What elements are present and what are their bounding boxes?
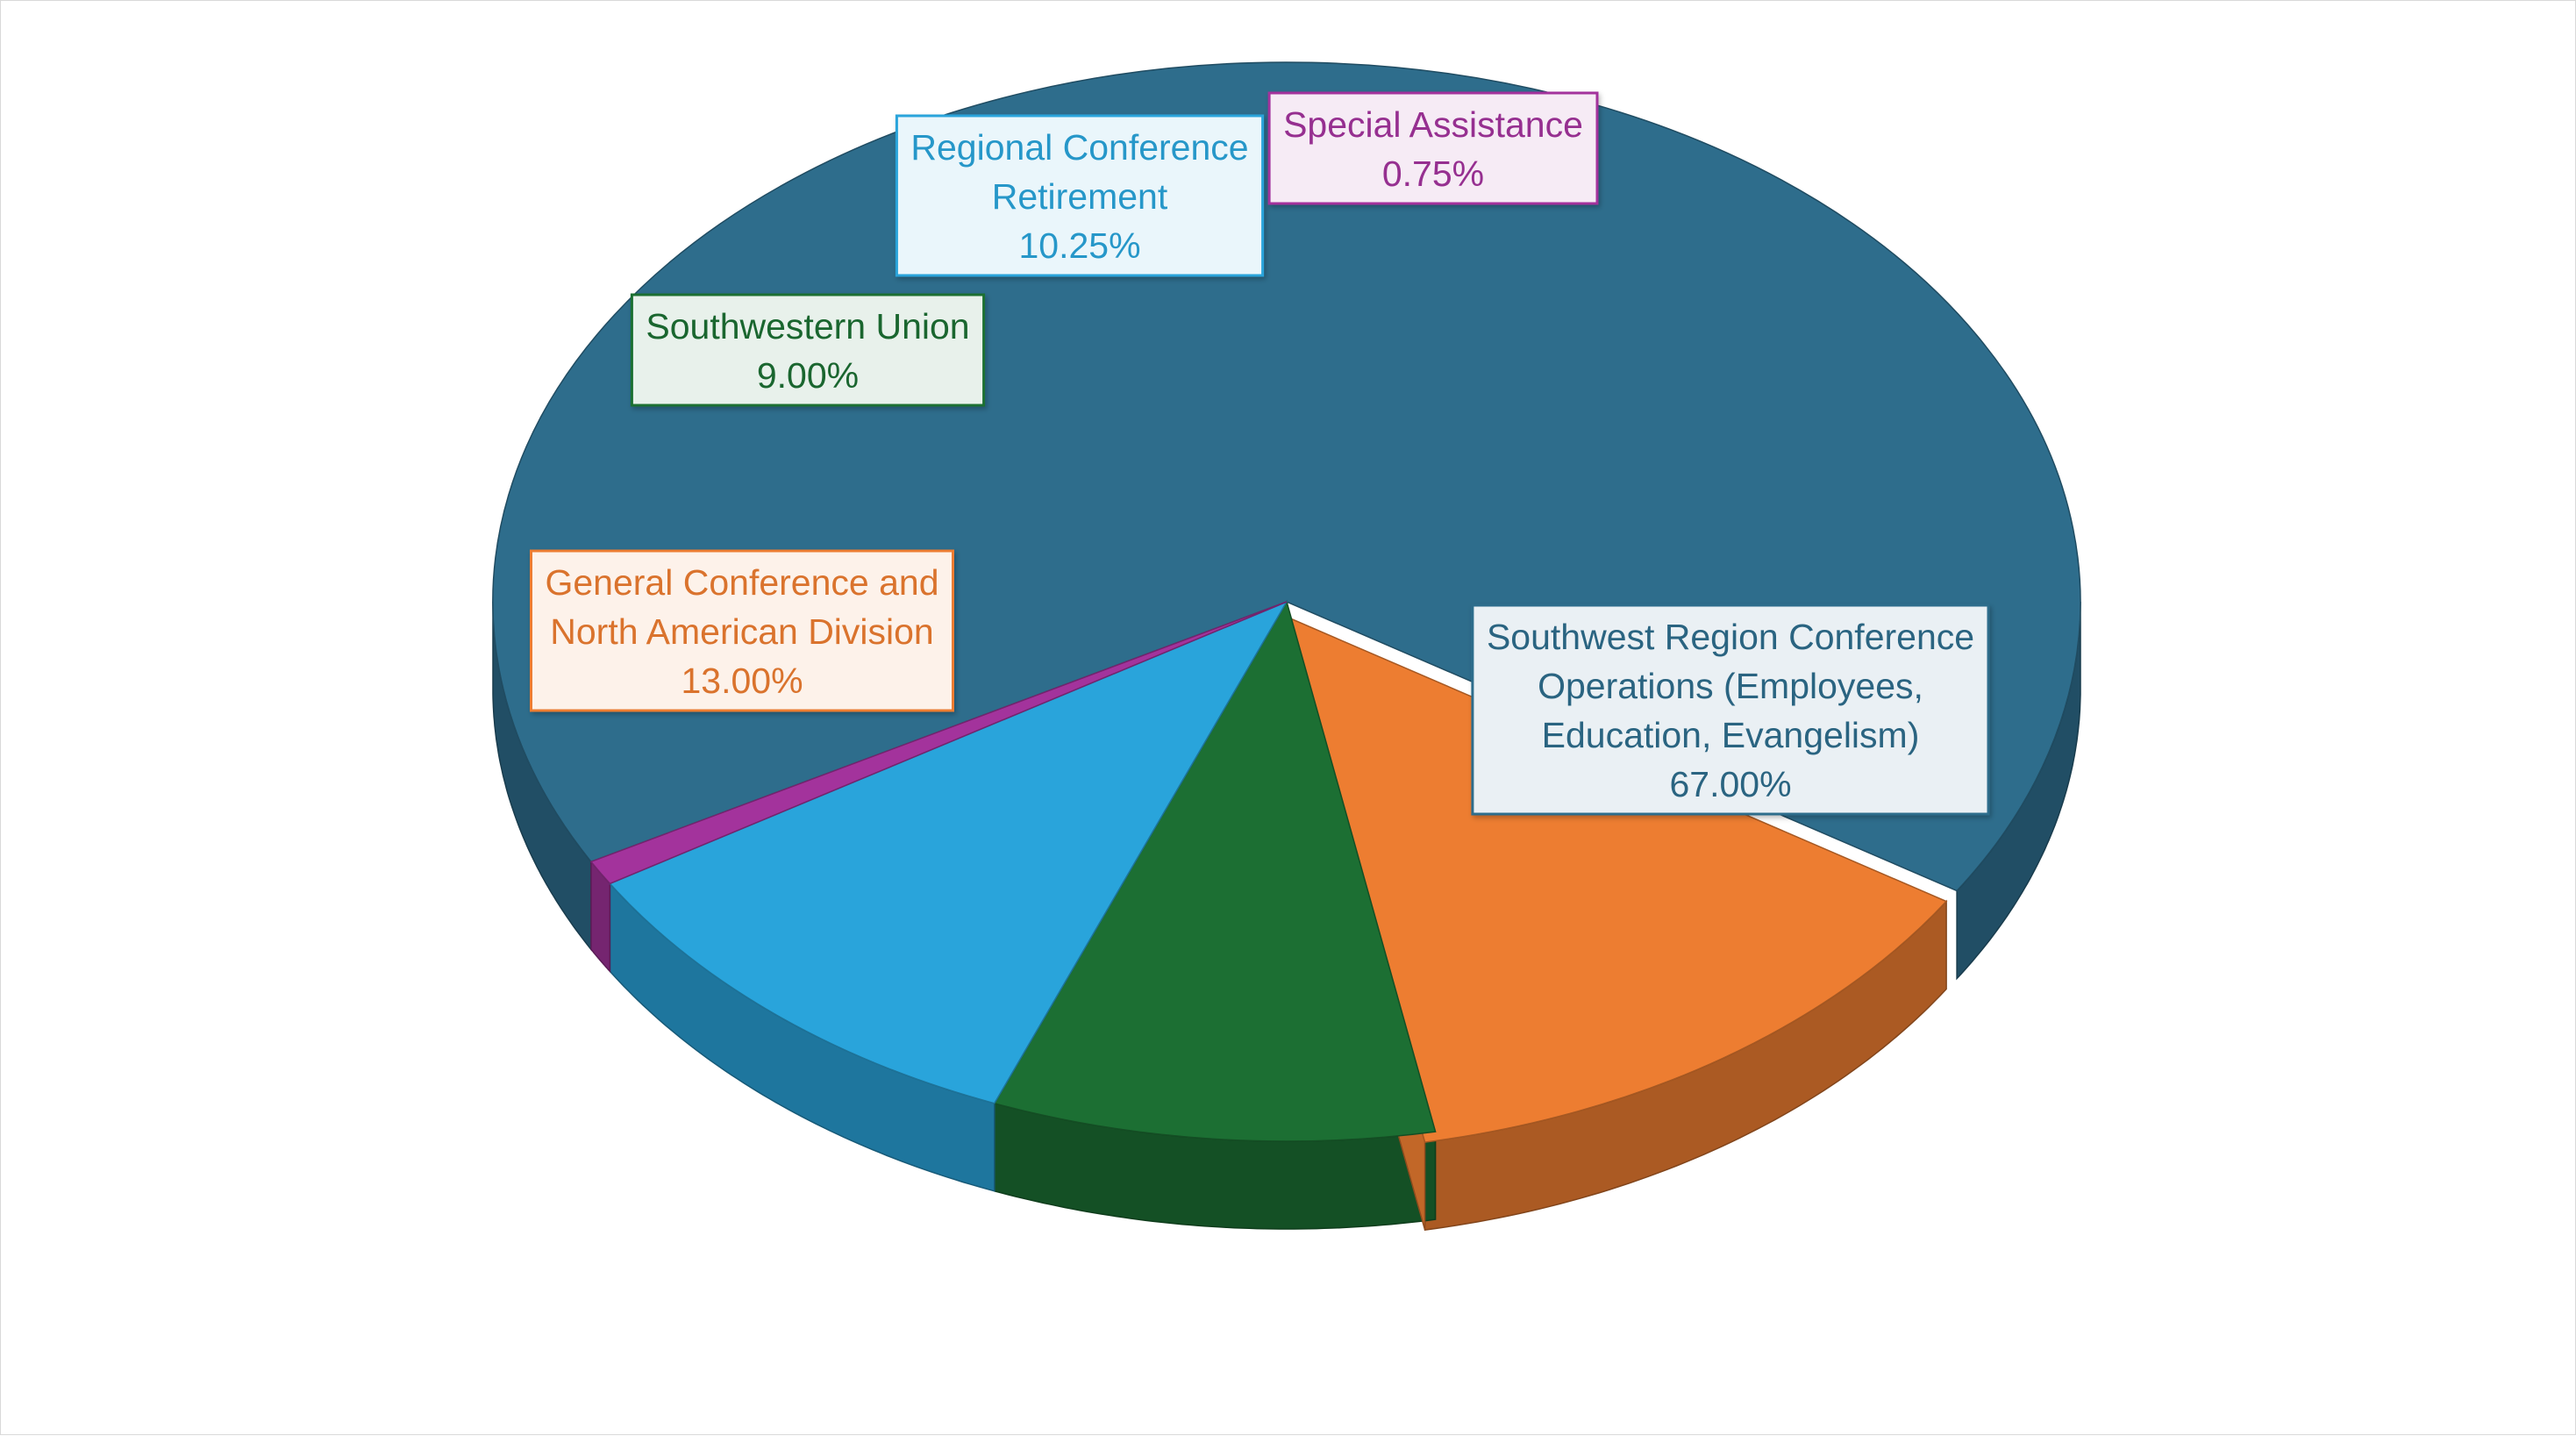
data-label-value-3: 10.25%: [1018, 225, 1140, 266]
data-label-box-4: [1267, 91, 1599, 205]
pie-sides: [492, 602, 2081, 1231]
data-label-box-0: [1471, 604, 1990, 816]
data-label-4: Special Assistance 0.75%: [1267, 91, 1599, 205]
data-label-name-4: Special Assistance: [1283, 104, 1583, 145]
pie-slice-2: [993, 600, 1437, 1142]
data-label-name-3: Regional Conference: [910, 127, 1248, 168]
data-label-box-2: [630, 293, 986, 407]
data-label-name-1: North American Division: [550, 611, 934, 652]
data-label-box-3: [895, 114, 1265, 277]
data-label-1: General Conference and North American Div…: [530, 549, 954, 712]
data-label-value-0: 67.00%: [1669, 764, 1791, 804]
pie-labels: Southwest Region Conference Operations (E…: [530, 91, 1990, 816]
data-label-box-1: [530, 549, 954, 712]
data-label-value-2: 9.00%: [757, 355, 859, 396]
data-label-name-3: Retirement: [992, 176, 1168, 217]
data-label-2: Southwestern Union 9.00%: [630, 293, 986, 407]
pie-slice-3: [609, 600, 1288, 1104]
pie-slice-1: [1274, 611, 1948, 1143]
data-label-name-0: Southwest Region Conference: [1487, 617, 1974, 657]
data-label-value-1: 13.00%: [681, 661, 803, 701]
data-label-3: Regional Conference Retirement 10.25%: [895, 114, 1265, 277]
data-label-name-2: Southwestern Union: [646, 306, 969, 346]
pie-slice-4: [589, 601, 1288, 885]
data-label-name-1: General Conference and: [545, 562, 938, 603]
data-label-name-0: Operations (Employees,: [1538, 666, 1923, 706]
data-label-0: Southwest Region Conference Operations (E…: [1471, 604, 1990, 816]
data-label-value-4: 0.75%: [1382, 154, 1484, 194]
data-label-name-0: Education, Evangelism): [1542, 715, 1920, 755]
